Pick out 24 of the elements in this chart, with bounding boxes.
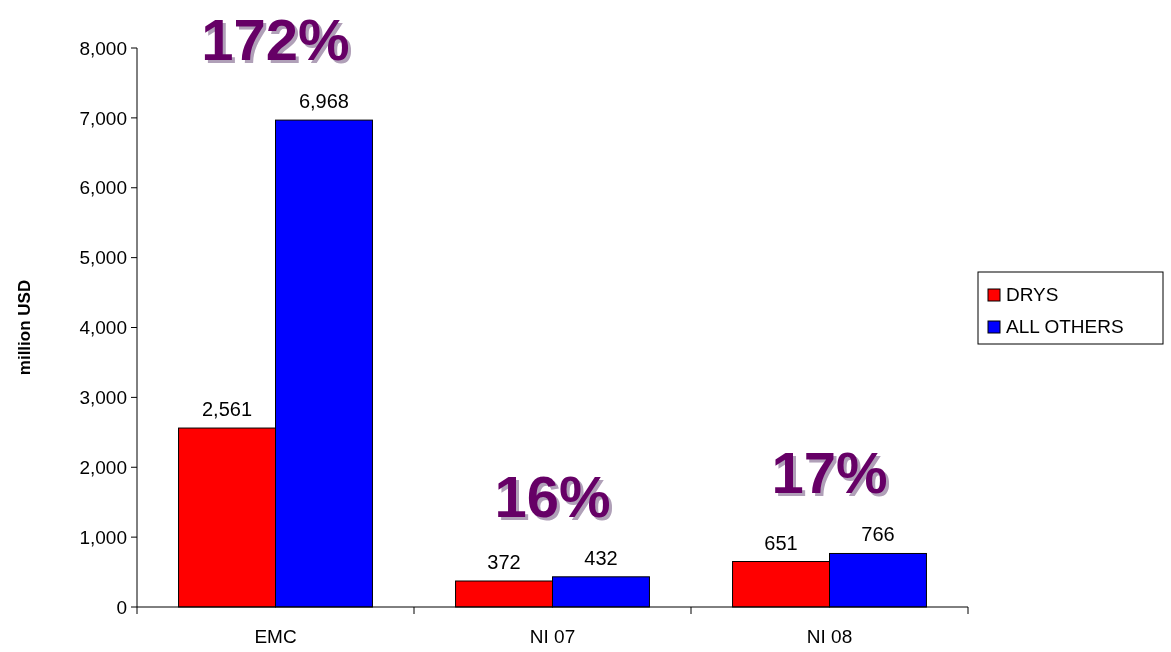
y-tick-label: 8,000 <box>79 37 127 59</box>
y-tick-label: 5,000 <box>79 247 127 269</box>
y-axis-title: million USD <box>15 279 34 376</box>
y-tick-label: 1,000 <box>79 526 127 548</box>
y-tick-label: 4,000 <box>79 317 127 339</box>
annotation: 17% <box>774 443 891 509</box>
annotation: 16% <box>497 466 614 532</box>
x-tick-label: EMC <box>254 626 297 647</box>
y-tick-label: 0 <box>116 596 127 618</box>
y-tick-label: 7,000 <box>79 107 127 129</box>
annotation: 172% <box>204 10 353 76</box>
legend-label: ALL OTHERS <box>1006 316 1124 337</box>
x-tick-label: NI 07 <box>529 626 576 647</box>
y-tick-label: 6,000 <box>79 177 127 199</box>
data-label: 6,968 <box>298 90 350 113</box>
y-tick-label: 2,000 <box>79 456 127 478</box>
data-label: 2,561 <box>201 398 253 421</box>
data-label: 766 <box>861 523 895 546</box>
y-tick-label: 3,000 <box>79 387 127 409</box>
x-tick-label: NI 08 <box>806 626 853 647</box>
data-label: 432 <box>584 546 618 569</box>
data-label: 651 <box>764 531 798 554</box>
data-label: 372 <box>487 551 521 574</box>
legend-label: DRYS <box>1006 284 1059 305</box>
